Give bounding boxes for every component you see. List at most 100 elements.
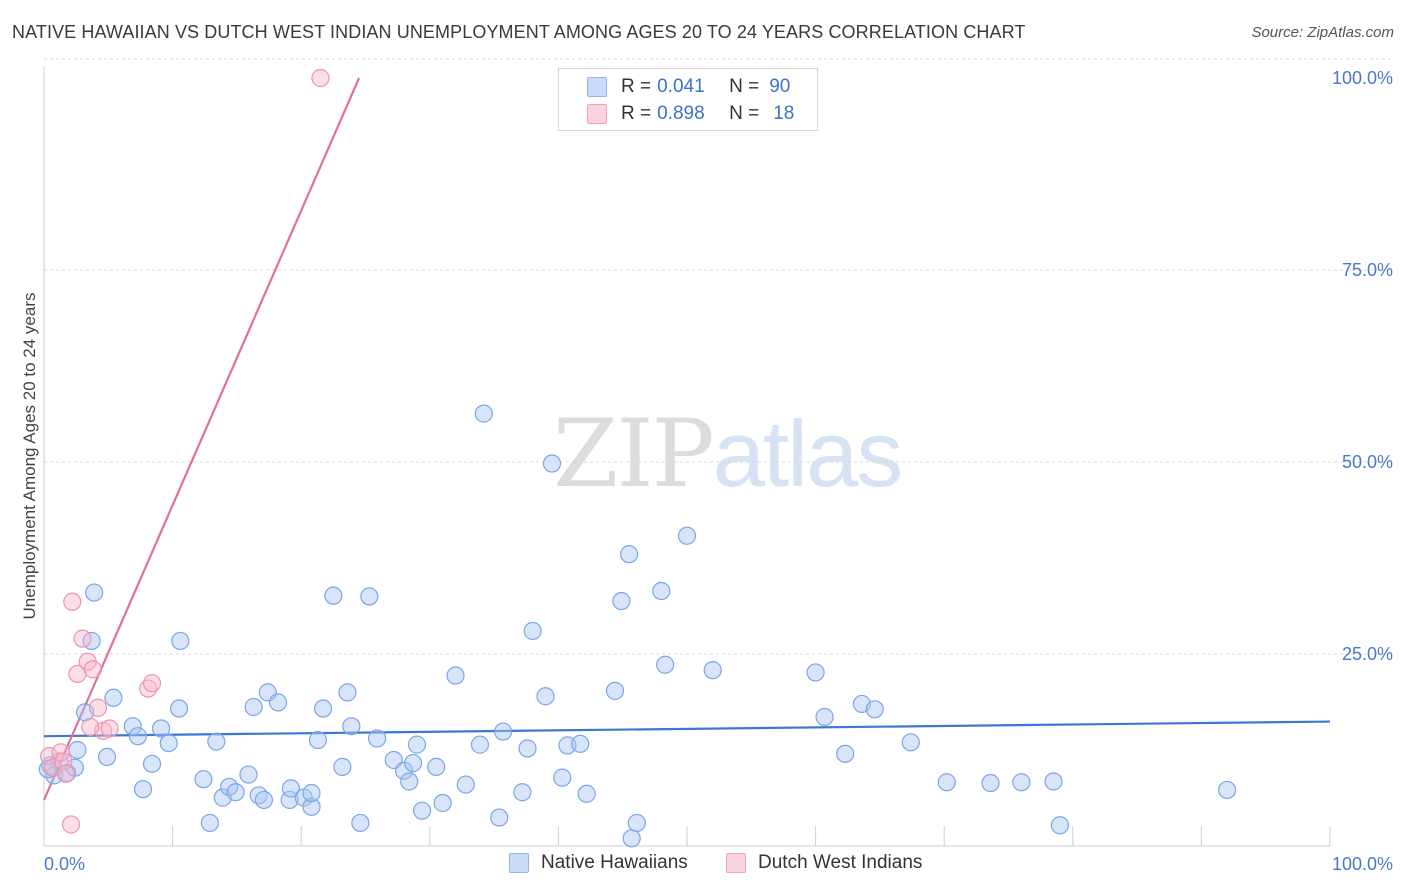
data-point	[226, 783, 245, 802]
data-point	[324, 586, 343, 605]
legend-n-value: 90	[769, 76, 791, 97]
data-point	[836, 744, 855, 763]
data-point	[456, 775, 475, 794]
legend-item-native-hawaiians[interactable]: Native Hawaiians	[509, 852, 688, 874]
data-point	[474, 404, 493, 423]
data-point	[308, 730, 328, 750]
data-point	[656, 655, 675, 674]
legend-r-value: 0.898	[657, 103, 705, 124]
x-tick-label: 100.0%	[1332, 854, 1393, 874]
data-point	[494, 722, 513, 741]
legend-r-label: R =	[621, 76, 652, 97]
legend-n-label: N =	[729, 76, 760, 97]
data-point	[367, 729, 387, 748]
data-point	[1012, 773, 1031, 792]
data-point	[244, 697, 263, 717]
data-point	[400, 772, 419, 791]
gridlines	[44, 58, 1392, 655]
data-point	[351, 813, 370, 833]
data-point	[981, 773, 1000, 793]
legend-item-dutch-west-indians[interactable]: Dutch West Indians	[726, 852, 922, 874]
watermark-atlas: atlas	[712, 401, 904, 506]
data-point	[254, 790, 274, 810]
watermark: ZIPatlas	[553, 400, 904, 509]
data-point	[1050, 816, 1070, 835]
data-point	[85, 583, 104, 602]
data-point	[577, 784, 596, 803]
data-point	[142, 674, 162, 693]
data-point	[652, 581, 671, 601]
data-point	[68, 740, 87, 760]
data-point	[56, 764, 75, 783]
data-point	[63, 592, 82, 611]
legend-row-native-hawaiians: R = 0.041 N = 90	[587, 75, 790, 99]
legend-r-value: 0.041	[657, 76, 705, 97]
data-point	[490, 808, 509, 827]
legend-item-label: Dutch West Indians	[758, 852, 923, 873]
watermark-zip: ZIP	[553, 400, 715, 509]
data-point	[302, 783, 321, 803]
data-point	[159, 733, 178, 753]
tick-labels: 25.0% 50.0% 75.0% 100.0% 0.0% 100.0%	[44, 68, 1393, 874]
legend-swatch-pink	[587, 104, 607, 124]
data-point	[622, 829, 641, 848]
chart-title: NATIVE HAWAIIAN VS DUTCH WEST INDIAN UNE…	[12, 22, 1026, 42]
data-point	[542, 454, 562, 473]
data-point	[571, 734, 590, 753]
trend-line	[42, 77, 361, 801]
legend-item-label: Native Hawaiians	[541, 852, 688, 873]
data-point	[88, 698, 108, 717]
data-point	[128, 727, 147, 746]
data-point	[342, 717, 361, 736]
data-point	[200, 813, 219, 833]
legend-r-label: R =	[621, 103, 652, 124]
data-point	[311, 68, 330, 88]
data-point	[171, 631, 190, 651]
data-point	[268, 693, 288, 712]
data-point	[142, 754, 162, 773]
y-tick-label: 25.0%	[1342, 644, 1393, 664]
data-point	[151, 719, 171, 738]
data-point	[360, 587, 379, 606]
data-point	[281, 779, 301, 798]
data-point	[620, 545, 639, 564]
data-point	[313, 699, 333, 718]
data-point	[806, 663, 825, 682]
data-point	[901, 733, 920, 752]
legend-swatch-blue	[587, 77, 607, 97]
data-point	[412, 801, 432, 820]
data-point	[104, 688, 123, 707]
data-point	[612, 591, 631, 611]
data-point	[605, 681, 625, 700]
legend-n-label: N =	[729, 103, 760, 124]
data-point	[194, 770, 213, 789]
data-point	[937, 773, 956, 792]
data-point	[815, 707, 834, 727]
y-tick-label: 75.0%	[1342, 260, 1393, 280]
data-point	[239, 765, 258, 784]
series-legend: Native Hawaiians Dutch West Indians	[0, 852, 1406, 876]
data-point	[83, 660, 102, 679]
data-point	[333, 757, 352, 776]
data-point	[40, 747, 59, 766]
data-point	[403, 753, 423, 773]
trend-line	[43, 720, 1331, 738]
legend-swatch-blue	[509, 853, 529, 873]
data-point	[123, 717, 142, 736]
legend-n-value: 18	[773, 103, 795, 124]
data-point	[302, 797, 321, 816]
data-point	[61, 815, 81, 834]
data-point	[553, 768, 572, 787]
data-point	[1218, 780, 1237, 800]
source-credit: Source: ZipAtlas.com	[1251, 24, 1394, 41]
y-tick-label: 50.0%	[1342, 452, 1393, 472]
data-point	[169, 699, 189, 718]
axes	[43, 66, 1331, 847]
legend-swatch-pink	[726, 853, 746, 873]
data-point	[427, 757, 446, 776]
data-point	[280, 790, 299, 810]
data-point	[513, 783, 532, 802]
x-tick-label: 0.0%	[44, 854, 85, 874]
y-tick-label: 100.0%	[1332, 68, 1393, 88]
